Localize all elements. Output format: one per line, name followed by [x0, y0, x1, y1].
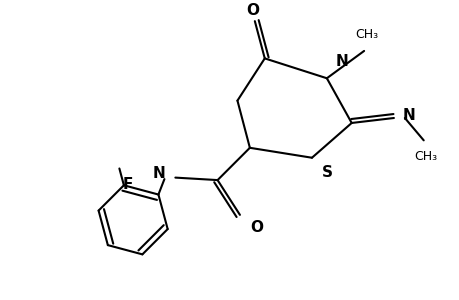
Text: F: F	[123, 177, 133, 192]
Text: O: O	[245, 3, 258, 18]
Text: N: N	[335, 54, 348, 69]
Text: CH₃: CH₃	[414, 150, 437, 163]
Text: N: N	[152, 166, 165, 181]
Text: CH₃: CH₃	[354, 28, 377, 41]
Text: O: O	[249, 220, 262, 235]
Text: S: S	[321, 165, 332, 180]
Text: N: N	[402, 108, 415, 123]
